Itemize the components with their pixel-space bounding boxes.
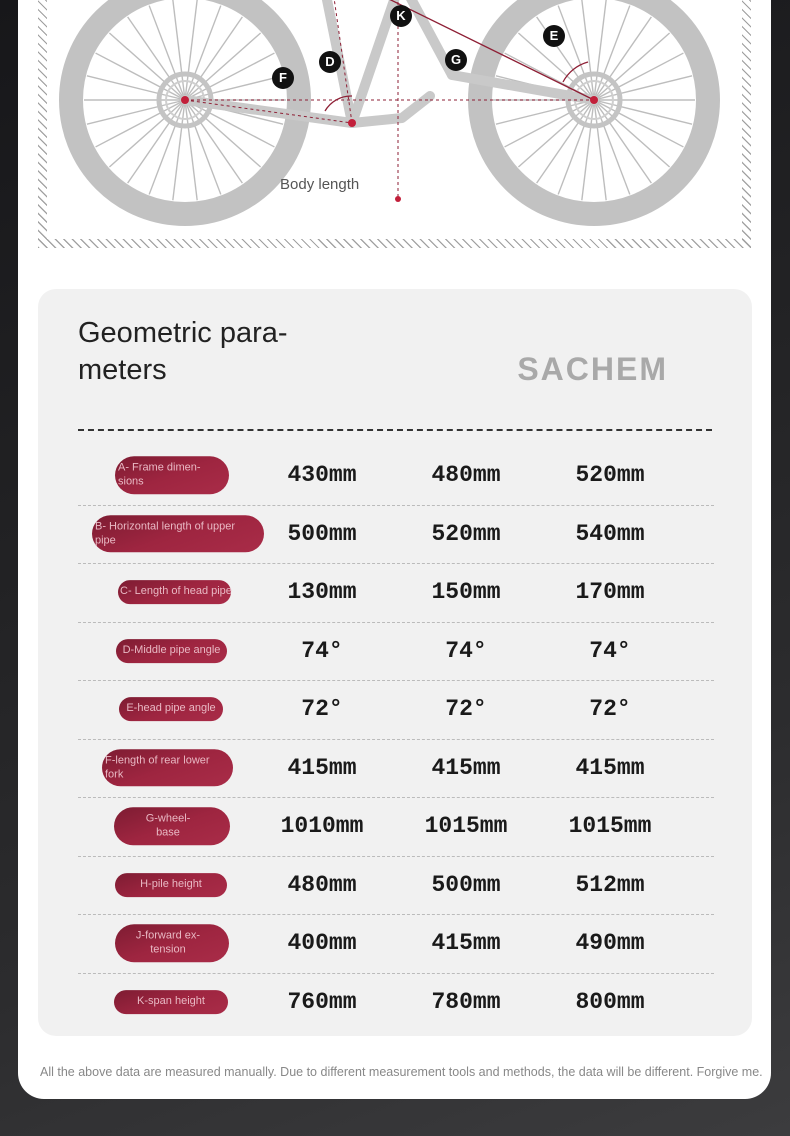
svg-text:D: D [325, 54, 334, 69]
svg-text:G: G [451, 52, 461, 67]
svg-text:K: K [396, 8, 406, 23]
svg-text:F: F [279, 70, 287, 85]
svg-text:E: E [550, 28, 559, 43]
svg-text:Body length: Body length [280, 176, 359, 193]
